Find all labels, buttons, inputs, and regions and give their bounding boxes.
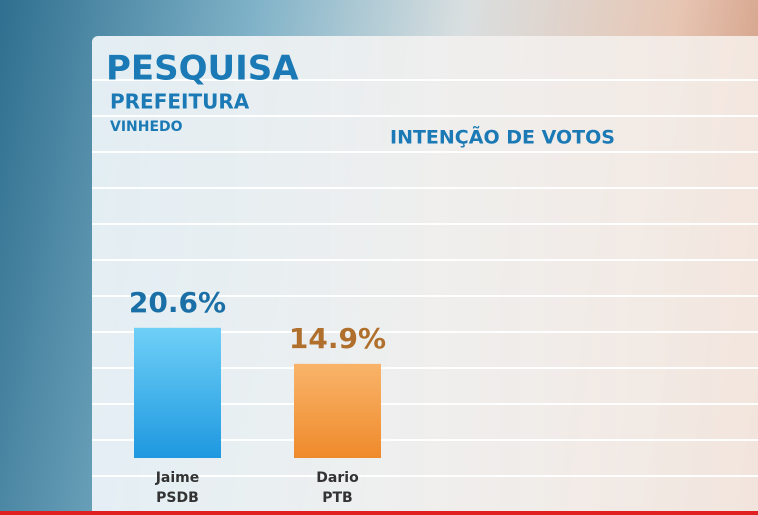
x-tick-label: Dario [316, 470, 359, 486]
bar [134, 327, 221, 458]
axis-title: INTENÇÃO DE VOTOS [390, 125, 615, 149]
value-label: 14.9% [289, 322, 386, 355]
bottom-bar [0, 511, 758, 515]
x-tick-label: Jaime [155, 470, 200, 486]
party-label: PTB [322, 490, 352, 506]
value-label: 20.6% [129, 286, 226, 319]
bar [294, 363, 381, 458]
party-label: PSDB [156, 490, 199, 506]
location: VINHEDO [110, 119, 183, 135]
subtitle: PREFEITURA [110, 90, 250, 114]
chart-title: PESQUISA [106, 49, 299, 89]
